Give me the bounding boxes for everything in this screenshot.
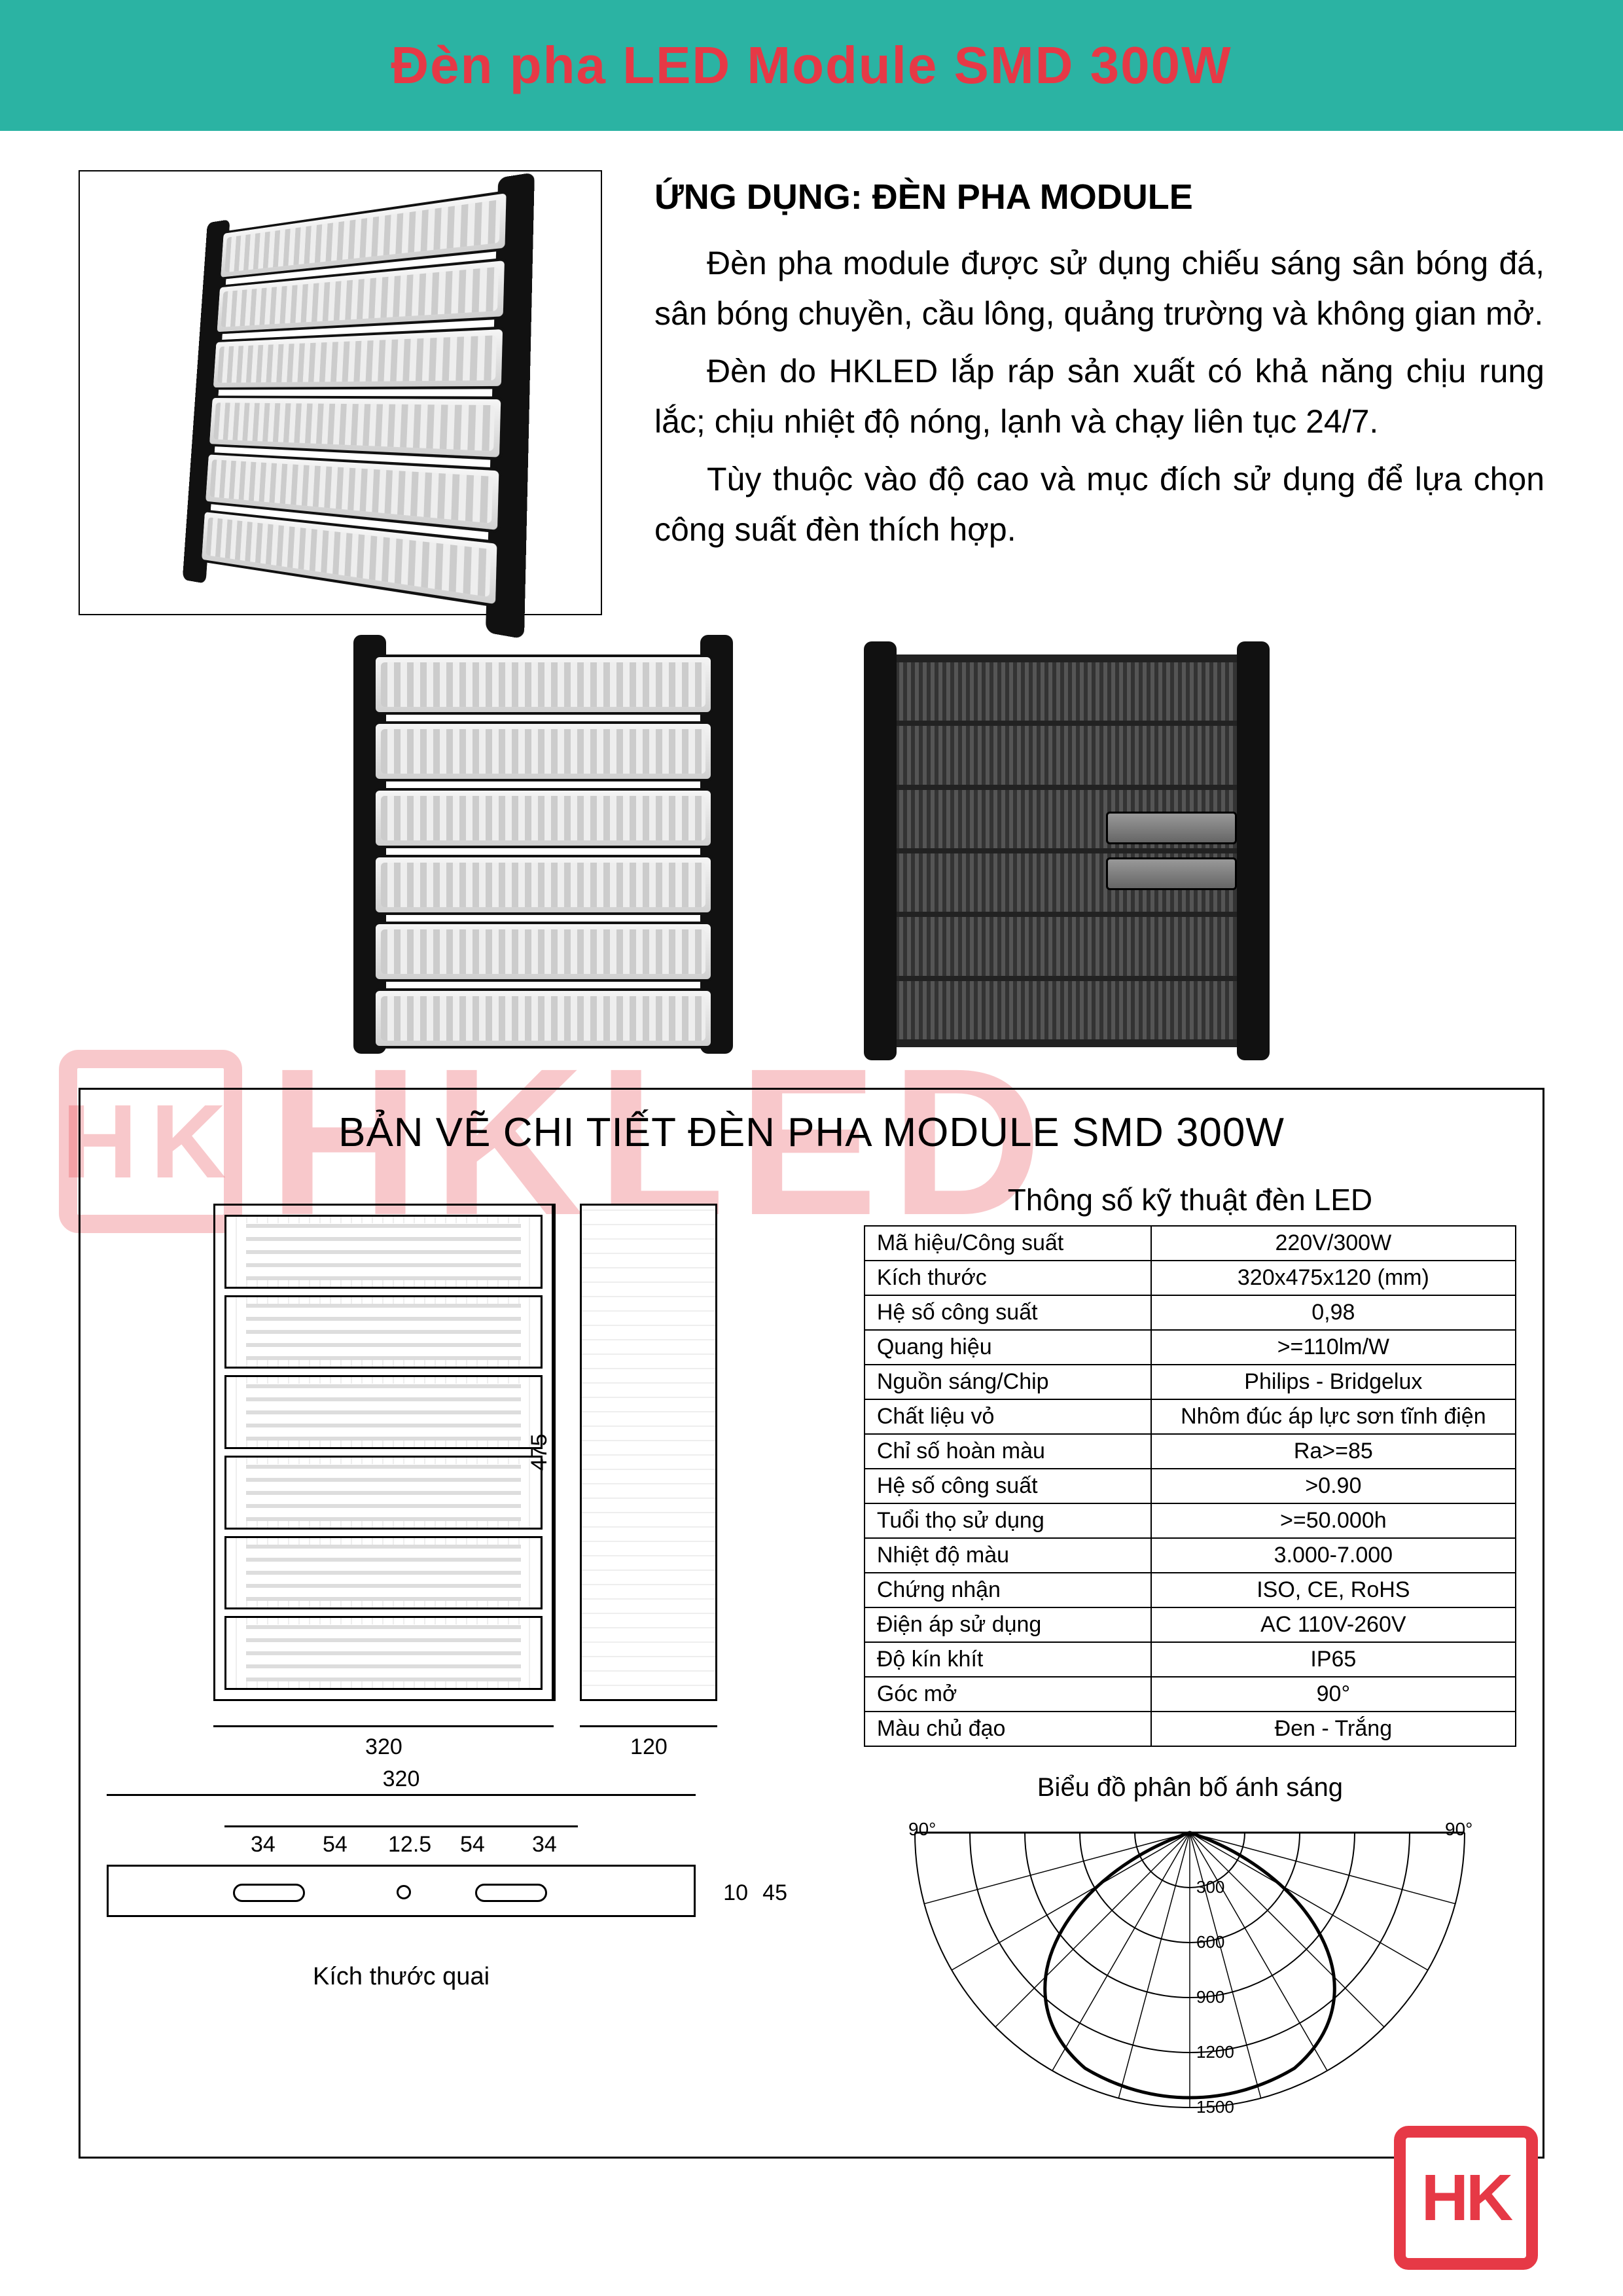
dim-d5: 34 xyxy=(532,1832,557,1857)
spec-key: Mã hiệu/Công suất xyxy=(865,1226,1151,1261)
table-row: Hệ số công suất>0.90 xyxy=(865,1469,1516,1503)
product-views-row xyxy=(79,655,1544,1049)
dim-d4: 54 xyxy=(460,1832,485,1857)
spec-table-wrap: Thông số kỹ thuật đèn LED Mã hiệu/Công s… xyxy=(864,1182,1516,1747)
svg-text:300: 300 xyxy=(1196,1877,1224,1897)
spec-value: Philips - Bridgelux xyxy=(1151,1365,1516,1399)
table-row: Góc mở90° xyxy=(865,1677,1516,1712)
spec-table-title: Thông số kỹ thuật đèn LED xyxy=(864,1182,1516,1217)
drawing-title: BẢN VẼ CHI TIẾT ĐÈN PHA MODULE SMD 300W xyxy=(107,1109,1516,1156)
spec-key: Điện áp sử dụng xyxy=(865,1607,1151,1642)
table-row: Tuổi thọ sử dụng>=50.000h xyxy=(865,1503,1516,1538)
dim-d2: 54 xyxy=(323,1832,348,1857)
dim-slot-h: 10 xyxy=(723,1880,748,1906)
spec-value: IP65 xyxy=(1151,1642,1516,1677)
polar-chart: 300 600 900 1200 1500 90° 90° xyxy=(895,1813,1484,2127)
spec-value: 3.000-7.000 xyxy=(1151,1538,1516,1573)
top-section: ỨNG DỤNG: ĐÈN PHA MODULE Đèn pha module … xyxy=(79,170,1544,615)
svg-text:1200: 1200 xyxy=(1196,2042,1234,2062)
table-row: Điện áp sử dụngAC 110V-260V xyxy=(865,1607,1516,1642)
table-row: Quang hiệu>=110lm/W xyxy=(865,1330,1516,1365)
svg-text:900: 900 xyxy=(1196,1987,1224,2007)
spec-value: >=110lm/W xyxy=(1151,1330,1516,1365)
table-row: Mã hiệu/Công suất220V/300W xyxy=(865,1226,1516,1261)
description-column: ỨNG DỤNG: ĐÈN PHA MODULE Đèn pha module … xyxy=(654,170,1544,615)
table-row: Nguồn sáng/ChipPhilips - Bridgelux xyxy=(865,1365,1516,1399)
spec-value: >=50.000h xyxy=(1151,1503,1516,1538)
svg-text:90°: 90° xyxy=(908,1819,936,1839)
spec-value: Đen - Trắng xyxy=(1151,1712,1516,1746)
dim-depth: 120 xyxy=(630,1734,668,1760)
svg-text:90°: 90° xyxy=(1445,1819,1472,1839)
spec-value: 90° xyxy=(1151,1677,1516,1712)
description-p1: Đèn pha module được sử dụng chiếu sáng s… xyxy=(654,238,1544,340)
spec-key: Quang hiệu xyxy=(865,1330,1151,1365)
table-row: Chứng nhậnISO, CE, RoHS xyxy=(865,1573,1516,1607)
table-row: Kích thước320x475x120 (mm) xyxy=(865,1261,1516,1295)
table-row: Hệ số công suất0,98 xyxy=(865,1295,1516,1330)
dim-d1: 34 xyxy=(251,1832,276,1857)
polar-title: Biểu đồ phân bố ánh sáng xyxy=(864,1773,1516,1803)
table-row: Chỉ số hoàn màuRa>=85 xyxy=(865,1434,1516,1469)
description-p2: Đèn do HKLED lắp ráp sản xuất có khả năn… xyxy=(654,346,1544,448)
svg-text:1500: 1500 xyxy=(1196,2097,1234,2117)
spec-key: Hệ số công suất xyxy=(865,1295,1151,1330)
bracket-drawing: 320 34 54 12.5 54 34 10 45 Kích t xyxy=(107,1786,696,1991)
description-heading: ỨNG DỤNG: ĐÈN PHA MODULE xyxy=(654,170,1544,225)
spec-key: Nguồn sáng/Chip xyxy=(865,1365,1151,1399)
spec-key: Màu chủ đạo xyxy=(865,1712,1151,1746)
bracket-drawing-wrap: 320 34 54 12.5 54 34 10 45 Kích t xyxy=(107,1773,825,2130)
spec-key: Chỉ số hoàn màu xyxy=(865,1434,1151,1469)
spec-value: 320x475x120 (mm) xyxy=(1151,1261,1516,1295)
dim-height: 475 xyxy=(527,1434,552,1471)
spec-value: 0,98 xyxy=(1151,1295,1516,1330)
dim-width: 320 xyxy=(365,1734,402,1760)
spec-key: Hệ số công suất xyxy=(865,1469,1151,1503)
spec-key: Chất liệu vỏ xyxy=(865,1399,1151,1434)
spec-value: 220V/300W xyxy=(1151,1226,1516,1261)
spec-value: Ra>=85 xyxy=(1151,1434,1516,1469)
corner-logo-text: HK xyxy=(1421,2161,1510,2236)
dim-bracket-h: 45 xyxy=(762,1880,787,1906)
page-title: Đèn pha LED Module SMD 300W xyxy=(391,35,1232,96)
header-band: Đèn pha LED Module SMD 300W xyxy=(0,0,1623,131)
technical-views: 320 120 475 xyxy=(107,1182,825,1747)
table-row: Chất liệu vỏNhôm đúc áp lực sơn tĩnh điệ… xyxy=(865,1399,1516,1434)
table-row: Màu chủ đạoĐen - Trắng xyxy=(865,1712,1516,1746)
description-p3: Tùy thuộc vào độ cao và mục đích sử dụng… xyxy=(654,454,1544,556)
product-image-main xyxy=(200,190,509,607)
spec-value: AC 110V-260V xyxy=(1151,1607,1516,1642)
spec-key: Chứng nhận xyxy=(865,1573,1151,1607)
table-row: Độ kín khítIP65 xyxy=(865,1642,1516,1677)
corner-logo: HK xyxy=(1394,2126,1538,2270)
spec-table: Mã hiệu/Công suất220V/300WKích thước320x… xyxy=(864,1225,1516,1747)
bracket-bar xyxy=(107,1865,696,1917)
product-photo-box xyxy=(79,170,602,615)
table-row: Nhiệt độ màu3.000-7.000 xyxy=(865,1538,1516,1573)
dim-bracket-width: 320 xyxy=(383,1767,420,1792)
polar-chart-wrap: Biểu đồ phân bố ánh sáng xyxy=(864,1773,1516,2130)
svg-text:600: 600 xyxy=(1196,1932,1224,1952)
spec-value: Nhôm đúc áp lực sơn tĩnh điện xyxy=(1151,1399,1516,1434)
front-outline xyxy=(213,1204,554,1701)
spec-key: Độ kín khít xyxy=(865,1642,1151,1677)
spec-value: >0.90 xyxy=(1151,1469,1516,1503)
drawing-section: BẢN VẼ CHI TIẾT ĐÈN PHA MODULE SMD 300W … xyxy=(79,1088,1544,2159)
side-outline xyxy=(580,1204,717,1701)
spec-key: Kích thước xyxy=(865,1261,1151,1295)
spec-key: Tuổi thọ sử dụng xyxy=(865,1503,1151,1538)
spec-key: Nhiệt độ màu xyxy=(865,1538,1151,1573)
product-image-back xyxy=(883,655,1250,1047)
product-image-front xyxy=(373,655,713,1049)
spec-key: Góc mở xyxy=(865,1677,1151,1712)
dim-d3: 12.5 xyxy=(388,1832,431,1857)
bracket-caption: Kích thước quai xyxy=(107,1963,696,1991)
spec-value: ISO, CE, RoHS xyxy=(1151,1573,1516,1607)
